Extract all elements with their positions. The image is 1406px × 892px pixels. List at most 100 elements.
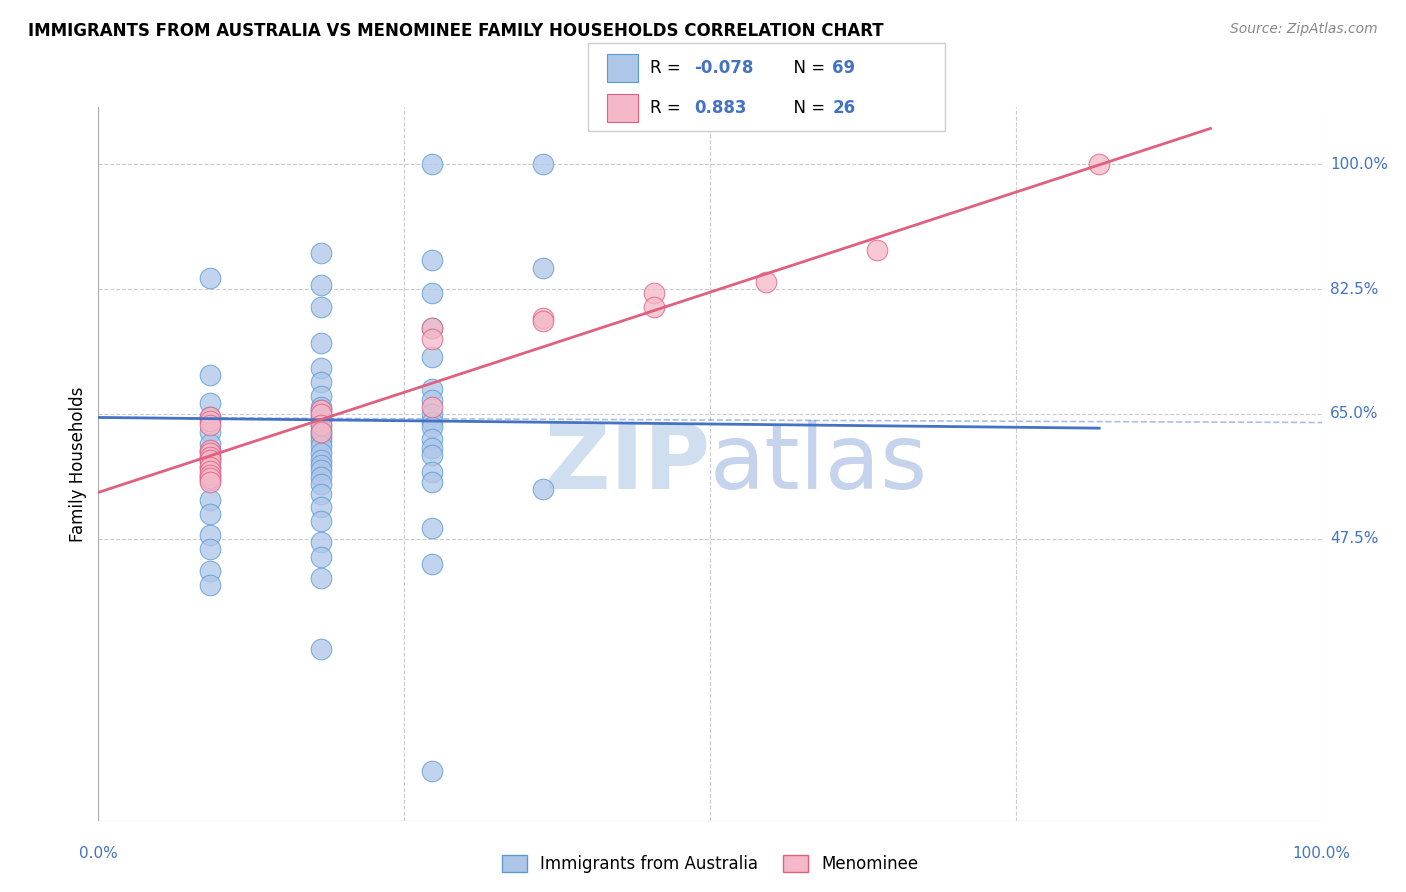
Text: IMMIGRANTS FROM AUSTRALIA VS MENOMINEE FAMILY HOUSEHOLDS CORRELATION CHART: IMMIGRANTS FROM AUSTRALIA VS MENOMINEE F… (28, 22, 884, 40)
Point (420, 253, 443, 268)
Point (309, 300, 332, 314)
Point (309, 417, 332, 432)
Point (420, 466, 443, 480)
Point (198, 473, 221, 487)
Point (309, 487, 332, 501)
Point (309, 549, 332, 564)
Point (198, 528, 221, 542)
Point (309, 417, 332, 432)
Point (309, 571, 332, 585)
Point (866, 243, 889, 257)
Point (198, 271, 221, 285)
Point (309, 423, 332, 437)
Point (309, 476, 332, 491)
Point (198, 467, 221, 482)
Point (309, 412, 332, 426)
Text: 100.0%: 100.0% (1292, 846, 1351, 861)
Point (309, 535, 332, 549)
Point (309, 407, 332, 421)
Point (309, 360, 332, 375)
Text: R =: R = (650, 59, 686, 77)
Text: 65.0%: 65.0% (1330, 407, 1378, 421)
Point (198, 578, 221, 592)
Point (198, 542, 221, 557)
Point (198, 464, 221, 478)
Point (531, 260, 554, 275)
Point (309, 469, 332, 483)
Point (198, 471, 221, 485)
Y-axis label: Family Households: Family Households (69, 386, 87, 541)
Point (198, 417, 221, 432)
Point (198, 460, 221, 475)
Point (309, 642, 332, 657)
Point (531, 482, 554, 496)
Point (420, 350, 443, 364)
Point (420, 321, 443, 335)
Point (198, 442, 221, 457)
Point (309, 403, 332, 417)
Legend: Immigrants from Australia, Menominee: Immigrants from Australia, Menominee (495, 848, 925, 880)
Text: 47.5%: 47.5% (1330, 532, 1378, 546)
Point (420, 382, 443, 396)
Point (309, 446, 332, 460)
Text: 82.5%: 82.5% (1330, 282, 1378, 296)
Point (420, 407, 443, 421)
Text: 26: 26 (832, 99, 855, 117)
Point (309, 434, 332, 448)
Point (198, 453, 221, 467)
Point (420, 448, 443, 462)
Point (309, 514, 332, 528)
Point (420, 321, 443, 335)
Text: 0.883: 0.883 (695, 99, 747, 117)
Point (420, 419, 443, 434)
Point (420, 764, 443, 778)
Point (420, 441, 443, 455)
Point (420, 392, 443, 407)
Point (420, 475, 443, 489)
Point (309, 403, 332, 417)
Point (309, 426, 332, 441)
Point (198, 410, 221, 425)
Point (198, 507, 221, 521)
Point (198, 446, 221, 460)
Point (1088, 157, 1111, 171)
Point (309, 389, 332, 403)
Text: N =: N = (783, 99, 831, 117)
Point (198, 425, 221, 439)
Point (309, 335, 332, 350)
Point (198, 564, 221, 578)
Point (198, 460, 221, 475)
Point (198, 410, 221, 425)
Point (420, 416, 443, 430)
Point (420, 332, 443, 346)
Point (198, 450, 221, 464)
Point (420, 432, 443, 446)
Point (531, 157, 554, 171)
Point (420, 285, 443, 300)
Point (420, 521, 443, 535)
Point (198, 467, 221, 482)
Point (198, 475, 221, 489)
Point (309, 425, 332, 439)
Point (755, 275, 778, 289)
Point (309, 458, 332, 473)
Point (198, 492, 221, 507)
Text: N =: N = (783, 59, 831, 77)
Point (309, 500, 332, 514)
Point (309, 439, 332, 453)
Point (420, 157, 443, 171)
Text: 100.0%: 100.0% (1330, 157, 1388, 171)
Point (309, 453, 332, 467)
Point (309, 462, 332, 476)
Point (198, 444, 221, 458)
Point (198, 455, 221, 469)
Text: R =: R = (650, 99, 686, 117)
Point (198, 437, 221, 451)
Point (643, 300, 665, 314)
Point (420, 400, 443, 414)
Point (531, 314, 554, 328)
Point (198, 414, 221, 428)
Point (198, 451, 221, 466)
Point (309, 246, 332, 260)
Point (309, 375, 332, 389)
